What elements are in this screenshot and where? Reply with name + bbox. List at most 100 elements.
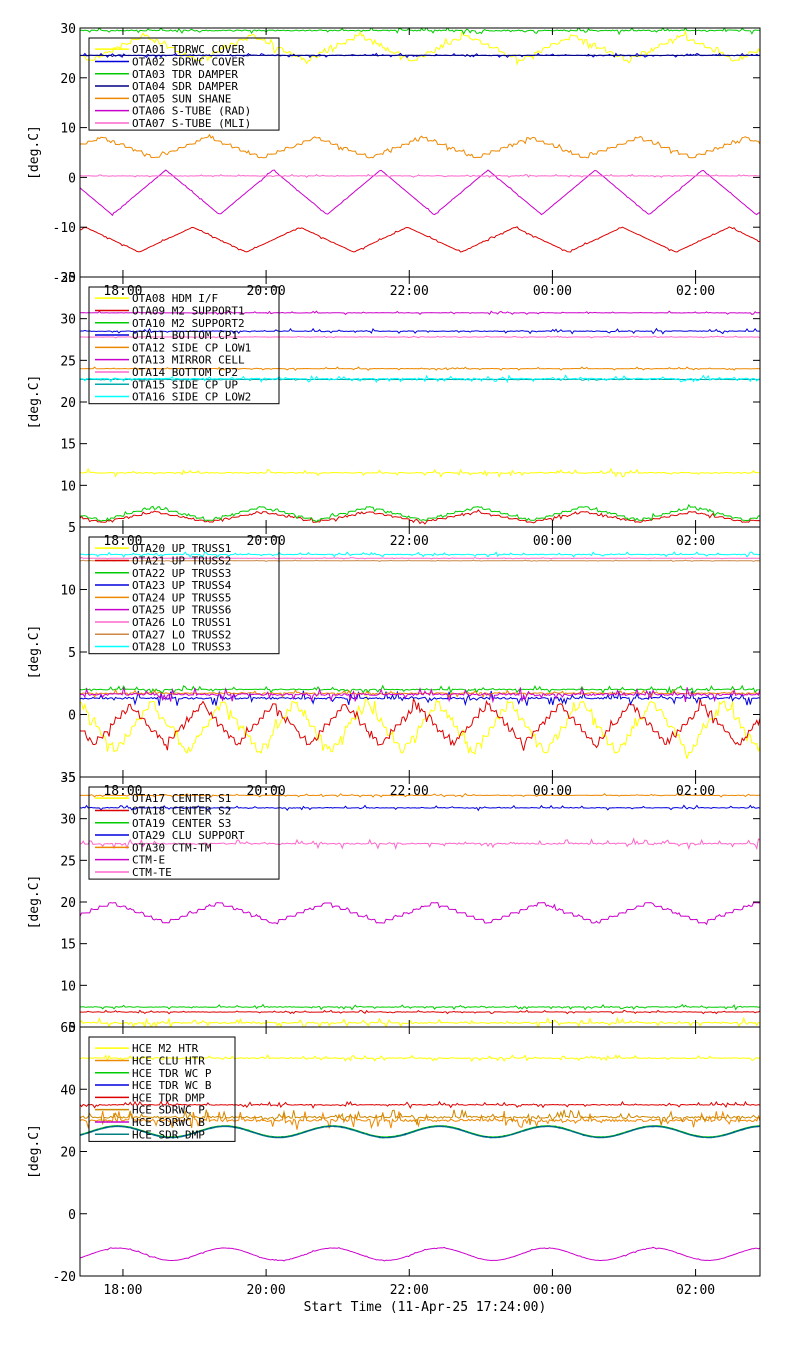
- legend-label: HCE SDR DMP: [132, 1128, 205, 1141]
- y-axis-title: [deg.C]: [27, 875, 42, 930]
- series-line-7: [80, 1246, 760, 1262]
- legend-label: OTA15 SIDE CP UP: [132, 378, 238, 391]
- y-tick-label: 30: [60, 22, 76, 37]
- y-tick-label: 20: [60, 896, 76, 911]
- legend-label: HCE TDR DMP: [132, 1091, 205, 1104]
- x-tick-label: 20:00: [247, 784, 286, 799]
- legend-label: OTA28 LO TRUSS3: [132, 641, 231, 654]
- legend-label: OTA14 BOTTOM CP2: [132, 366, 238, 379]
- series-line-3: [80, 503, 760, 523]
- y-tick-label: 0: [68, 1208, 76, 1223]
- legend-label: OTA26 LO TRUSS1: [132, 616, 231, 629]
- series-line-5: [80, 366, 760, 372]
- series-line-7: [80, 557, 760, 560]
- legend-label: CTM-E: [132, 854, 165, 867]
- series-line-2: [80, 696, 760, 751]
- y-tick-label: 25: [60, 354, 76, 369]
- y-tick-label: 30: [60, 813, 76, 828]
- x-tick-label: 22:00: [390, 534, 429, 549]
- y-tick-label: 15: [60, 438, 76, 453]
- y-tick-label: 20: [60, 396, 76, 411]
- legend-label: OTA30 CTM-TM: [132, 841, 212, 854]
- series-line-6: [80, 687, 760, 704]
- x-tick-label: 18:00: [103, 284, 142, 299]
- y-tick-label: 5: [68, 646, 76, 661]
- series-line-2: [80, 1009, 760, 1015]
- x-tick-label: 02:00: [676, 284, 715, 299]
- y-tick-label: 30: [60, 313, 76, 328]
- legend-label: OTA04 SDR DAMPER: [132, 80, 238, 93]
- y-tick-label: 10: [60, 584, 76, 599]
- x-tick-label: 18:00: [103, 784, 142, 799]
- y-tick-label: -20: [53, 271, 76, 286]
- series-line-1: [80, 1016, 760, 1027]
- series-line-8: [80, 226, 760, 253]
- series-line-4: [80, 53, 760, 57]
- legend-label: OTA03 TDR DAMPER: [132, 68, 238, 81]
- x-tick-label: 22:00: [390, 1283, 429, 1298]
- legend-label: HCE CLU HTR: [132, 1054, 205, 1067]
- series-group: [80, 310, 760, 525]
- legend-label: OTA20 UP TRUSS1: [132, 542, 231, 555]
- legend-label: OTA22 UP TRUSS3: [132, 567, 231, 580]
- legend-label: OTA09 M2 SUPPORT1: [132, 304, 245, 317]
- series-line-9: [80, 551, 760, 558]
- series-line-6: [80, 1109, 760, 1126]
- x-tick-label: 00:00: [533, 284, 572, 299]
- legend-label: OTA12 SIDE CP LOW1: [132, 341, 251, 354]
- legend-label: CTM-TE: [132, 866, 172, 879]
- x-axis-title: Start Time (11-Apr-25 17:24:00): [304, 1300, 547, 1315]
- legend-label: HCE TDR WC P: [132, 1067, 212, 1080]
- series-line-2: [80, 1110, 760, 1130]
- series-line-1: [80, 1054, 760, 1063]
- x-tick-label: 20:00: [247, 1283, 286, 1298]
- x-tick-label: 20:00: [247, 534, 286, 549]
- chart-panel-3: -5 0 5 10 [deg.C] 18:00 20:00 22:00 00:00 02:00 OT…: [27, 526, 761, 786]
- legend-label: OTA08 HDM I/F: [132, 292, 218, 305]
- series-line-6: [80, 310, 760, 316]
- series-line-7: [80, 837, 760, 851]
- legend-label: OTA21 UP TRUSS2: [132, 554, 231, 567]
- series-line-1: [80, 467, 760, 478]
- legend-box: [88, 1036, 236, 1142]
- y-tick-label: 5: [68, 1021, 76, 1036]
- legend-label: HCE TDR WC B: [132, 1079, 212, 1092]
- series-group: [80, 1054, 760, 1262]
- series-group: [80, 792, 760, 1027]
- y-tick-label: 35: [60, 271, 76, 286]
- series-group: [80, 28, 760, 253]
- legend-label: OTA18 CENTER S2: [132, 804, 231, 817]
- y-tick-label: 60: [60, 1021, 76, 1036]
- series-line-4: [80, 804, 760, 812]
- y-tick-label: 10: [60, 122, 76, 137]
- x-tick-label: 20:00: [247, 284, 286, 299]
- y-tick-label: 25: [60, 854, 76, 869]
- series-line-6: [80, 169, 760, 217]
- legend-box: [88, 37, 280, 131]
- legend-label: OTA11 BOTTOM CP1: [132, 329, 238, 342]
- y-tick-label: 35: [60, 771, 76, 786]
- series-line-8: [80, 378, 760, 381]
- x-tick-label: 22:00: [390, 284, 429, 299]
- y-axis-title: [deg.C]: [27, 125, 42, 180]
- series-line-5: [80, 792, 760, 798]
- series-line-7: [80, 173, 760, 179]
- y-tick-label: 40: [60, 1083, 76, 1098]
- y-tick-label: 10: [60, 479, 76, 494]
- y-tick-label: 0: [68, 709, 76, 724]
- legend-label: OTA02 SDRWC COVER: [132, 55, 245, 68]
- chart-panel-5: -20 0 20 40 60 [deg.C] 18:00 20:00 22:00 00:00 02:…: [27, 1021, 761, 1298]
- legend-label: OTA27 LO TRUSS2: [132, 628, 231, 641]
- x-tick-label: 02:00: [676, 784, 715, 799]
- series-line-8: [80, 1125, 760, 1139]
- y-axis-title: [deg.C]: [27, 1124, 42, 1179]
- series-line-9: [80, 374, 760, 384]
- legend-label: OTA01 TDRWC COVER: [132, 43, 245, 56]
- series-line-2: [80, 509, 760, 525]
- x-tick-label: 02:00: [676, 1283, 715, 1298]
- y-tick-label: 20: [60, 1146, 76, 1161]
